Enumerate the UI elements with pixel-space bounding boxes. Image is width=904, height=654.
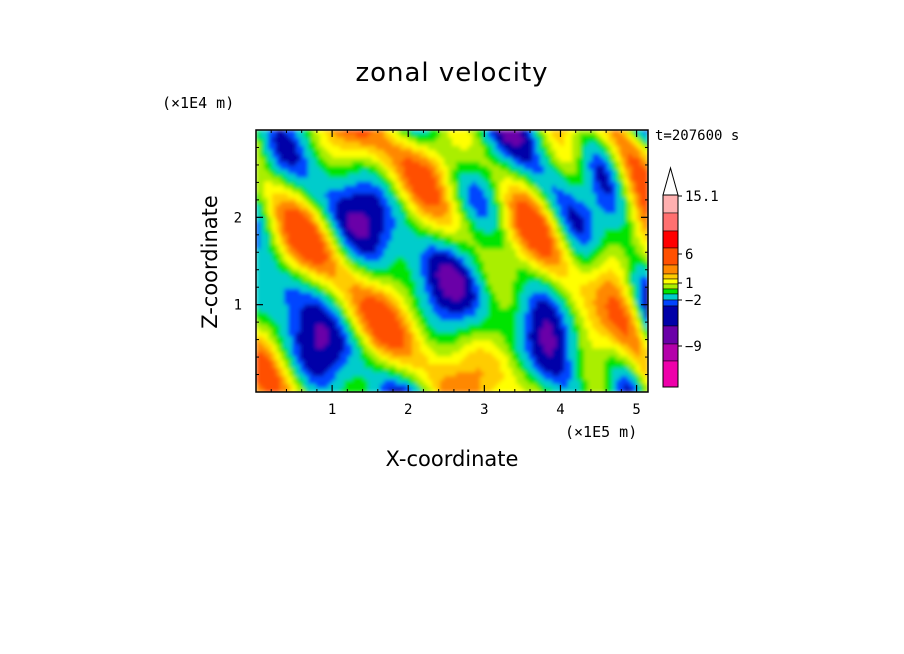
y-axis: 12 — [234, 146, 648, 376]
colorbar-label: 1 — [685, 276, 693, 292]
x-tick: 5 — [632, 130, 641, 418]
chart-title: zonal velocity — [355, 58, 549, 88]
y-tick-label: 2 — [234, 210, 242, 226]
colorbar-swatch — [662, 343, 679, 362]
colorbar-swatch — [662, 288, 679, 295]
colorbar-swatch — [662, 293, 679, 301]
x-tick: 3 — [480, 130, 489, 418]
colorbar-label: 15.1 — [685, 189, 719, 205]
colorbar-swatch — [662, 212, 679, 232]
colorbar-swatch — [662, 194, 679, 214]
x-tick-label: 5 — [632, 402, 640, 418]
colorbar-label: 6 — [685, 247, 693, 263]
x-tick-label: 2 — [404, 402, 412, 418]
y-axis-unit-label: (×1E4 m) — [162, 94, 235, 112]
x-tick-label: 1 — [328, 402, 336, 418]
colorbar-swatch — [662, 230, 679, 249]
colorbar-swatch — [662, 325, 679, 345]
colorbar-frame — [662, 194, 679, 388]
colorbar-swatch — [662, 305, 679, 327]
time-label: t=207600 s — [655, 128, 740, 144]
x-tick: 1 — [328, 130, 336, 418]
y-tick: 1 — [234, 298, 648, 314]
x-axis-label: X-coordinate — [385, 447, 519, 471]
colorbar-swatch — [662, 299, 679, 307]
velocity-field — [256, 130, 648, 392]
colorbar-swatch — [662, 264, 679, 275]
colorbar-swatch — [662, 360, 679, 388]
plot-frame — [255, 129, 649, 393]
colorbar: 15.1 6 1−2 −9 — [662, 166, 719, 388]
y-tick-label: 1 — [234, 298, 242, 314]
colorbar-label: −2 — [685, 293, 702, 309]
colorbar-swatch — [662, 247, 679, 266]
x-tick-label: 3 — [480, 402, 488, 418]
colorbar-swatch — [662, 278, 679, 285]
colorbar-label: −9 — [685, 339, 702, 355]
x-tick: 2 — [404, 130, 412, 418]
colorbar-extend-arrow — [662, 166, 679, 196]
x-tick: 4 — [556, 130, 565, 418]
x-tick-label: 4 — [556, 402, 564, 418]
x-axis: 1 2 3 4 5 — [270, 130, 641, 418]
y-tick: 2 — [234, 210, 648, 226]
colorbar-swatch — [662, 283, 679, 290]
x-axis-unit-label: (×1E5 m) — [565, 423, 638, 441]
colorbar-swatch — [662, 273, 679, 280]
